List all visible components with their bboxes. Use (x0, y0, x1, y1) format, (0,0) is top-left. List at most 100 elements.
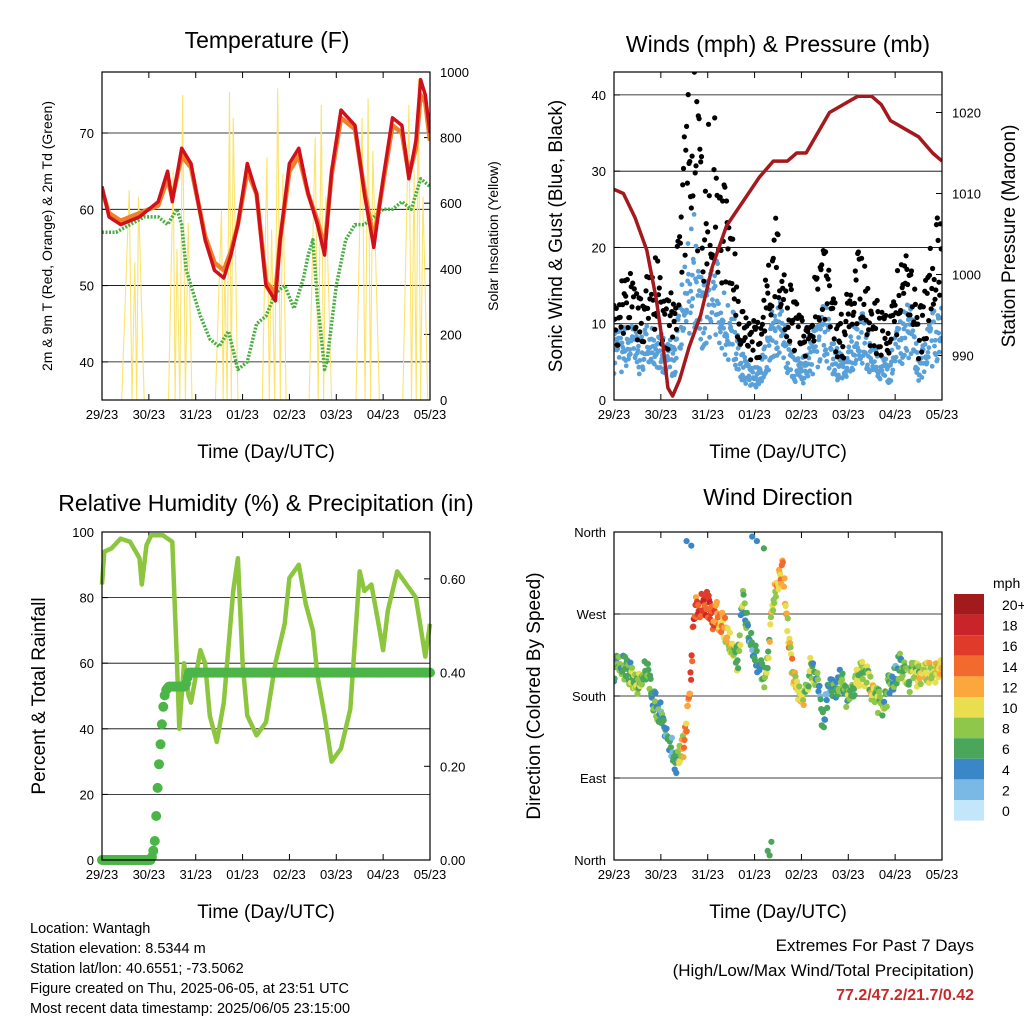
sonic-wind-point (620, 345, 626, 350)
wind-direction-point (938, 664, 942, 672)
x-tick-label: 02/23 (273, 407, 306, 422)
sonic-wind-point (706, 302, 712, 308)
gust-point (712, 224, 719, 230)
wind-direction-point (781, 575, 788, 582)
gust-point (688, 205, 694, 211)
precip-point (152, 782, 163, 793)
sonic-wind-point (727, 320, 733, 326)
panel-title: Relative Humidity (%) & Precipitation (i… (58, 490, 473, 516)
sonic-wind-point (807, 345, 812, 351)
sonic-wind-point (681, 326, 687, 331)
gust-point (775, 232, 781, 238)
sonic-wind-point (801, 375, 807, 381)
sonic-wind-point (910, 328, 916, 334)
gust-point (745, 343, 751, 349)
gust-point (668, 290, 674, 296)
wind-direction-point (627, 659, 634, 666)
sonic-wind-point (643, 331, 649, 337)
y-tick-label: 60 (80, 656, 94, 671)
gust-point (760, 314, 766, 320)
gust-point (857, 296, 863, 302)
gust-point (819, 262, 825, 268)
gust-point (815, 286, 821, 292)
gust-point (678, 214, 684, 220)
gust-point (880, 328, 886, 334)
sonic-wind-point (690, 296, 696, 301)
sonic-wind-point (795, 356, 801, 361)
gust-point (861, 301, 867, 307)
sonic-wind-point (725, 357, 731, 363)
gust-point (888, 336, 894, 342)
wind-direction-point (753, 538, 761, 545)
sonic-wind-point (823, 347, 829, 353)
gust-point (643, 288, 649, 294)
wind-direction-point (761, 684, 768, 691)
gust-point (694, 99, 700, 105)
gust-point (924, 290, 930, 296)
y-tick-label: 20 (592, 240, 606, 255)
gust-point (676, 302, 682, 308)
sonic-wind-point (615, 346, 621, 352)
sonic-wind-point (924, 360, 930, 365)
extremes-subtitle: (High/Low/Max Wind/Total Precipitation) (672, 961, 974, 980)
colorbar-cell (954, 614, 984, 636)
wind-direction-point (839, 670, 846, 677)
sonic-wind-point (717, 340, 722, 346)
sonic-wind-point (854, 326, 860, 332)
colorbar-label: 10 (1002, 700, 1018, 716)
gust-point (898, 307, 904, 314)
sonic-wind-point (766, 343, 772, 348)
x-axis-title: Time (Day/UTC) (709, 442, 847, 463)
gust-point (748, 329, 755, 335)
sonic-wind-point (618, 335, 623, 341)
gust-point (891, 318, 898, 324)
wind-direction-point (721, 614, 729, 622)
wind-direction-point (784, 615, 791, 622)
sonic-wind-point (772, 328, 778, 334)
gust-point (845, 311, 851, 317)
wind-direction-point (638, 681, 646, 688)
sonic-wind-point (651, 361, 657, 367)
gust-point (687, 158, 693, 165)
gust-point (903, 253, 909, 259)
sonic-wind-point (709, 310, 715, 315)
sonic-wind-point (637, 358, 643, 363)
gust-point (780, 296, 787, 303)
gust-point (934, 215, 940, 221)
gust-point (859, 255, 865, 261)
sonic-wind-point (862, 340, 868, 346)
y-tick-label: West (577, 607, 607, 622)
gust-point (705, 121, 712, 127)
wind-direction-point (917, 680, 924, 688)
gust-point (832, 300, 838, 306)
sonic-wind-point (684, 307, 689, 313)
sonic-wind-point (747, 377, 752, 383)
colorbar-label: 2 (1002, 782, 1010, 798)
gust-point (843, 318, 849, 324)
y-tick-label: 10 (592, 317, 606, 332)
sonic-wind-point (934, 357, 940, 362)
plot-frame (613, 531, 943, 861)
gust-point (794, 301, 800, 307)
solar-insolation-line (167, 94, 193, 400)
gust-point (725, 246, 731, 252)
gust-point (864, 332, 870, 338)
x-tick-label: 31/23 (179, 407, 212, 422)
sonic-wind-point (672, 347, 678, 352)
wind-direction-point (771, 599, 778, 607)
wind-direction-point (782, 602, 789, 610)
colorbar-label: 14 (1002, 659, 1018, 675)
wind-direction-point (807, 654, 814, 662)
x-tick-label: 04/23 (367, 407, 400, 422)
wind-direction-point (936, 671, 942, 678)
sonic-wind-point (773, 340, 779, 345)
plot-area (614, 533, 942, 859)
gust-point (928, 306, 934, 312)
relative-humidity-line (99, 533, 433, 764)
sonic-wind-point (636, 343, 641, 349)
temperature-panel: 29/23 30/23 31/23 01/23 02/23 03/23 04/23 05/23… (39, 27, 501, 463)
figure-created: Figure created on Thu, 2025-06-05, at 23… (30, 981, 349, 997)
sonic-wind-point (902, 335, 908, 341)
gust-point (915, 321, 921, 327)
gust-point (681, 134, 687, 140)
